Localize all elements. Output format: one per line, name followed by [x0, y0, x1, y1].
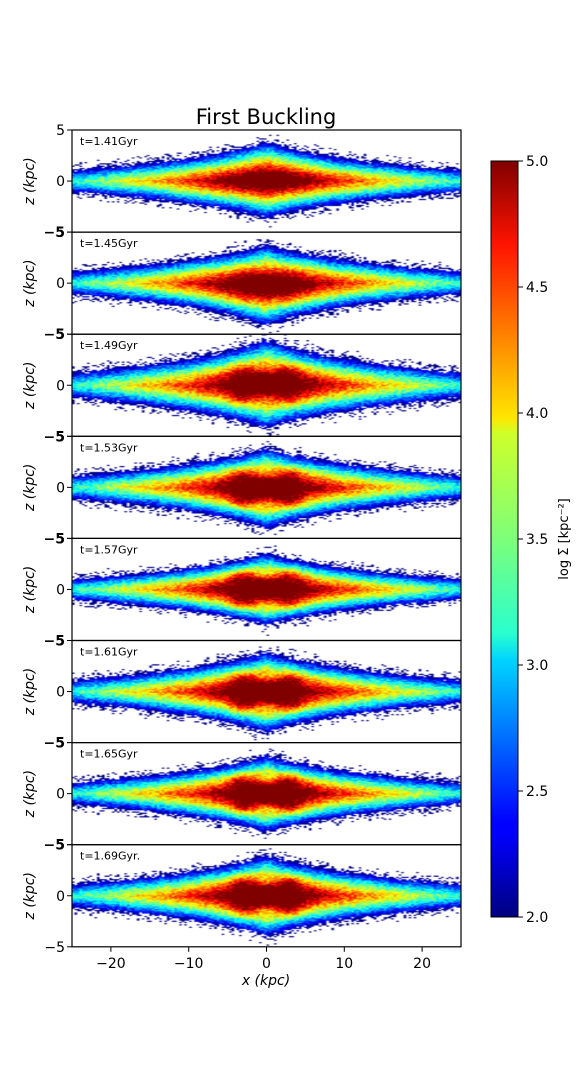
- y-tick-label: 0: [56, 787, 65, 803]
- time-label: t=1.69Gyr.: [80, 850, 140, 863]
- y-tick-label: 5: [56, 531, 65, 547]
- y-tick-label: 0: [56, 685, 65, 701]
- colorbar-tick-label: 2.0: [526, 910, 548, 926]
- colorbar-tick-label: 2.5: [526, 784, 548, 800]
- y-tick-label: −5: [44, 429, 65, 445]
- y-tick-label: 5: [56, 838, 65, 854]
- colorbar-gradient: [491, 161, 518, 917]
- y-axis-label: z (kpc): [22, 872, 38, 920]
- panels-group: t=1.41Gyr −5 0 5 z (kpc) t=1.45Gyr −5 0 5 z (kpc)…: [22, 123, 462, 956]
- colorbar-label: log Σ [kpc⁻²]: [557, 498, 572, 579]
- x-tick-label: −20: [96, 956, 126, 972]
- y-axis-label: z (kpc): [22, 464, 38, 512]
- density-map: [72, 538, 461, 641]
- y-tick-label: 5: [56, 736, 65, 752]
- x-axis: −20 −10 0 10 20: [96, 946, 431, 972]
- density-map: [72, 844, 461, 947]
- panel-1: t=1.41Gyr −5 0 5 z (kpc): [22, 123, 462, 241]
- panel-2: t=1.45Gyr −5 0 5 z (kpc): [22, 225, 462, 343]
- panel-4: t=1.53Gyr −5 0 5 z (kpc): [22, 429, 462, 547]
- y-tick-label: −5: [44, 838, 65, 854]
- y-tick-label: 0: [56, 889, 65, 905]
- density-map: [72, 436, 461, 539]
- y-tick-label: 0: [56, 582, 65, 598]
- colorbar-tick-label: 3.5: [526, 532, 548, 548]
- y-axis-label: z (kpc): [22, 362, 38, 410]
- colorbar: 2.0 2.5 3.0 3.5 4.0 4.5 5.0 log Σ [kpc⁻²]: [490, 154, 572, 926]
- density-map: [72, 742, 461, 845]
- y-tick-label: 5: [56, 327, 65, 343]
- x-tick-label: 0: [262, 956, 271, 972]
- y-axis-label: z (kpc): [22, 566, 38, 614]
- y-axis-label: z (kpc): [22, 770, 38, 818]
- y-tick-label: −5: [44, 634, 65, 650]
- colorbar-tick-label: 3.0: [526, 658, 548, 674]
- panel-7: t=1.65Gyr −5 0 5 z (kpc): [22, 736, 462, 854]
- colorbar-ticks: 2.0 2.5 3.0 3.5 4.0 4.5 5.0: [518, 154, 548, 926]
- y-tick-label: 0: [56, 174, 65, 190]
- y-axis-label: z (kpc): [22, 259, 38, 307]
- y-tick-label: −5: [44, 531, 65, 547]
- time-label: t=1.61Gyr: [80, 646, 138, 659]
- time-label: t=1.65Gyr: [80, 748, 138, 761]
- x-tick-label: 20: [413, 956, 431, 972]
- y-tick-label: 5: [56, 225, 65, 241]
- y-tick-label: −5: [44, 327, 65, 343]
- panel-3: t=1.49Gyr −5 0 5 z (kpc): [22, 327, 462, 445]
- y-tick-label: −5: [44, 225, 65, 241]
- chart-title: First Buckling: [196, 105, 337, 129]
- panel-8: t=1.69Gyr. −5 0 5 z (kpc): [22, 838, 462, 956]
- x-axis-label: x (kpc): [241, 973, 290, 989]
- y-tick-label: 5: [56, 123, 65, 139]
- density-map: [72, 640, 461, 743]
- panel-6: t=1.61Gyr −5 0 5 z (kpc): [22, 634, 462, 752]
- density-map: [72, 334, 461, 437]
- time-label: t=1.49Gyr: [80, 339, 138, 352]
- y-tick-label: −5: [44, 736, 65, 752]
- y-tick-label: 0: [56, 480, 65, 496]
- colorbar-tick-label: 4.0: [526, 406, 548, 422]
- density-map: [72, 232, 461, 335]
- panel-5: t=1.57Gyr −5 0 5 z (kpc): [22, 531, 462, 650]
- density-map: [72, 130, 461, 233]
- colorbar-tick-label: 4.5: [526, 280, 548, 296]
- x-tick-label: 10: [335, 956, 353, 972]
- y-tick-label: 5: [56, 429, 65, 445]
- time-label: t=1.57Gyr: [80, 543, 138, 556]
- time-label: t=1.45Gyr: [80, 237, 138, 250]
- x-tick-label: −10: [174, 956, 204, 972]
- y-tick-label: 0: [56, 276, 65, 292]
- time-label: t=1.53Gyr: [80, 441, 138, 454]
- y-tick-label: 5: [56, 634, 65, 650]
- y-axis-label: z (kpc): [22, 668, 38, 716]
- colorbar-tick-label: 5.0: [526, 154, 548, 170]
- y-tick-label: −5: [44, 940, 65, 956]
- time-label: t=1.41Gyr: [80, 135, 138, 148]
- y-tick-label: 0: [56, 378, 65, 394]
- y-axis-label: z (kpc): [22, 157, 38, 205]
